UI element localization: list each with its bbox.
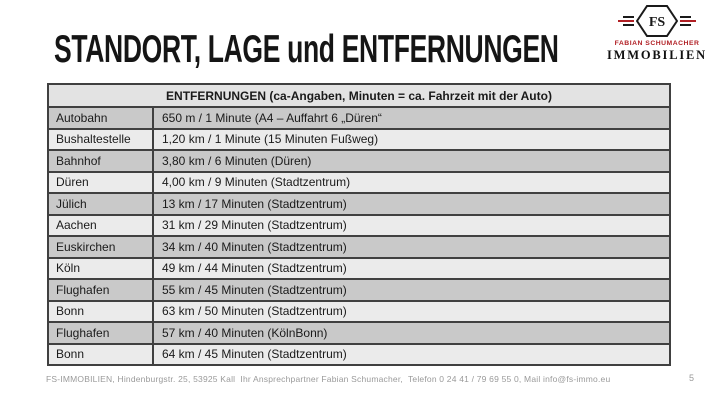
row-value: 1,20 km / 1 Minute (15 Minuten Fußweg) [162,132,379,147]
logo-line-icon [623,24,634,26]
logo-monogram: FS [649,15,666,30]
company-logo: FS FABIAN SCHUMACHER IMMOBILIEN [607,5,707,63]
logo-hex-row: FS [618,5,696,37]
table-row: Bushaltestelle 1,20 km / 1 Minute (15 Min… [49,127,669,149]
row-value: 57 km / 40 Minuten (KölnBonn) [162,325,328,340]
table-header: ENTFERNUNGEN (ca-Angaben, Minuten = ca. … [49,85,669,106]
row-label: Düren [49,172,154,192]
logo-line-icon [680,24,691,26]
logo-line-icon [623,16,634,18]
row-label: Flughafen [49,323,154,343]
logo-line-icon [680,16,691,18]
page-title: STANDORT, LAGE und ENTFERNUNGEN [54,28,559,71]
table-row: Euskirchen 34 km / 40 Minuten (Stadtzentr… [49,235,669,257]
logo-lines-right [680,16,696,26]
row-label: Aachen [49,215,154,235]
logo-line-icon [680,20,696,22]
row-label: Köln [49,258,154,278]
row-label: Bonn [49,344,154,364]
table-row: Düren 4,00 km / 9 Minuten (Stadtzentrum) [49,170,669,192]
row-value: 55 km / 45 Minuten (Stadtzentrum) [162,282,347,297]
row-value: 3,80 km / 6 Minuten (Düren) [162,153,312,168]
hexagon-monogram-icon: FS [636,5,678,37]
row-label: Flughafen [49,280,154,300]
row-label: Bonn [49,301,154,321]
row-value: 650 m / 1 Minute (A4 – Auffahrt 6 „Düren… [162,110,382,125]
table-row: Bonn 64 km / 45 Minuten (Stadtzentrum) [49,342,669,364]
table-row: Flughafen 57 km / 40 Minuten (KölnBonn) [49,321,669,343]
page-number: 5 [688,373,694,383]
row-value: 64 km / 45 Minuten (Stadtzentrum) [162,347,347,362]
row-value: 31 km / 29 Minuten (Stadtzentrum) [162,218,347,233]
table-row: Bonn 63 km / 50 Minuten (Stadtzentrum) [49,299,669,321]
row-value: 13 km / 17 Minuten (Stadtzentrum) [162,196,347,211]
distance-table: ENTFERNUNGEN (ca-Angaben, Minuten = ca. … [47,83,671,366]
logo-line-icon [618,20,634,22]
row-label: Jülich [49,194,154,214]
logo-company-category: IMMOBILIEN [607,48,707,62]
table-row: Köln 49 km / 44 Minuten (Stadtzentrum) [49,256,669,278]
row-value: 34 km / 40 Minuten (Stadtzentrum) [162,239,347,254]
row-label: Euskirchen [49,237,154,257]
row-label: Autobahn [49,108,154,128]
logo-lines-left [618,16,634,26]
table-row: Flughafen 55 km / 45 Minuten (Stadtzentru… [49,278,669,300]
logo-company-name: FABIAN SCHUMACHER [614,40,700,47]
distance-table-body: Autobahn 650 m / 1 Minute (A4 – Auffahrt … [49,106,669,364]
row-label: Bahnhof [49,151,154,171]
footer-contact-line: FS-IMMOBILIEN, Hindenburgstr. 25, 53925 … [46,374,611,384]
row-value: 49 km / 44 Minuten (Stadtzentrum) [162,261,347,276]
row-value: 4,00 km / 9 Minuten (Stadtzentrum) [162,175,351,190]
table-row: Bahnhof 3,80 km / 6 Minuten (Düren) [49,149,669,171]
table-row: Autobahn 650 m / 1 Minute (A4 – Auffahrt … [49,106,669,128]
row-value: 63 km / 50 Minuten (Stadtzentrum) [162,304,347,319]
row-label: Bushaltestelle [49,129,154,149]
table-row: Jülich 13 km / 17 Minuten (Stadtzentrum) [49,192,669,214]
table-row: Aachen 31 km / 29 Minuten (Stadtzentrum) [49,213,669,235]
